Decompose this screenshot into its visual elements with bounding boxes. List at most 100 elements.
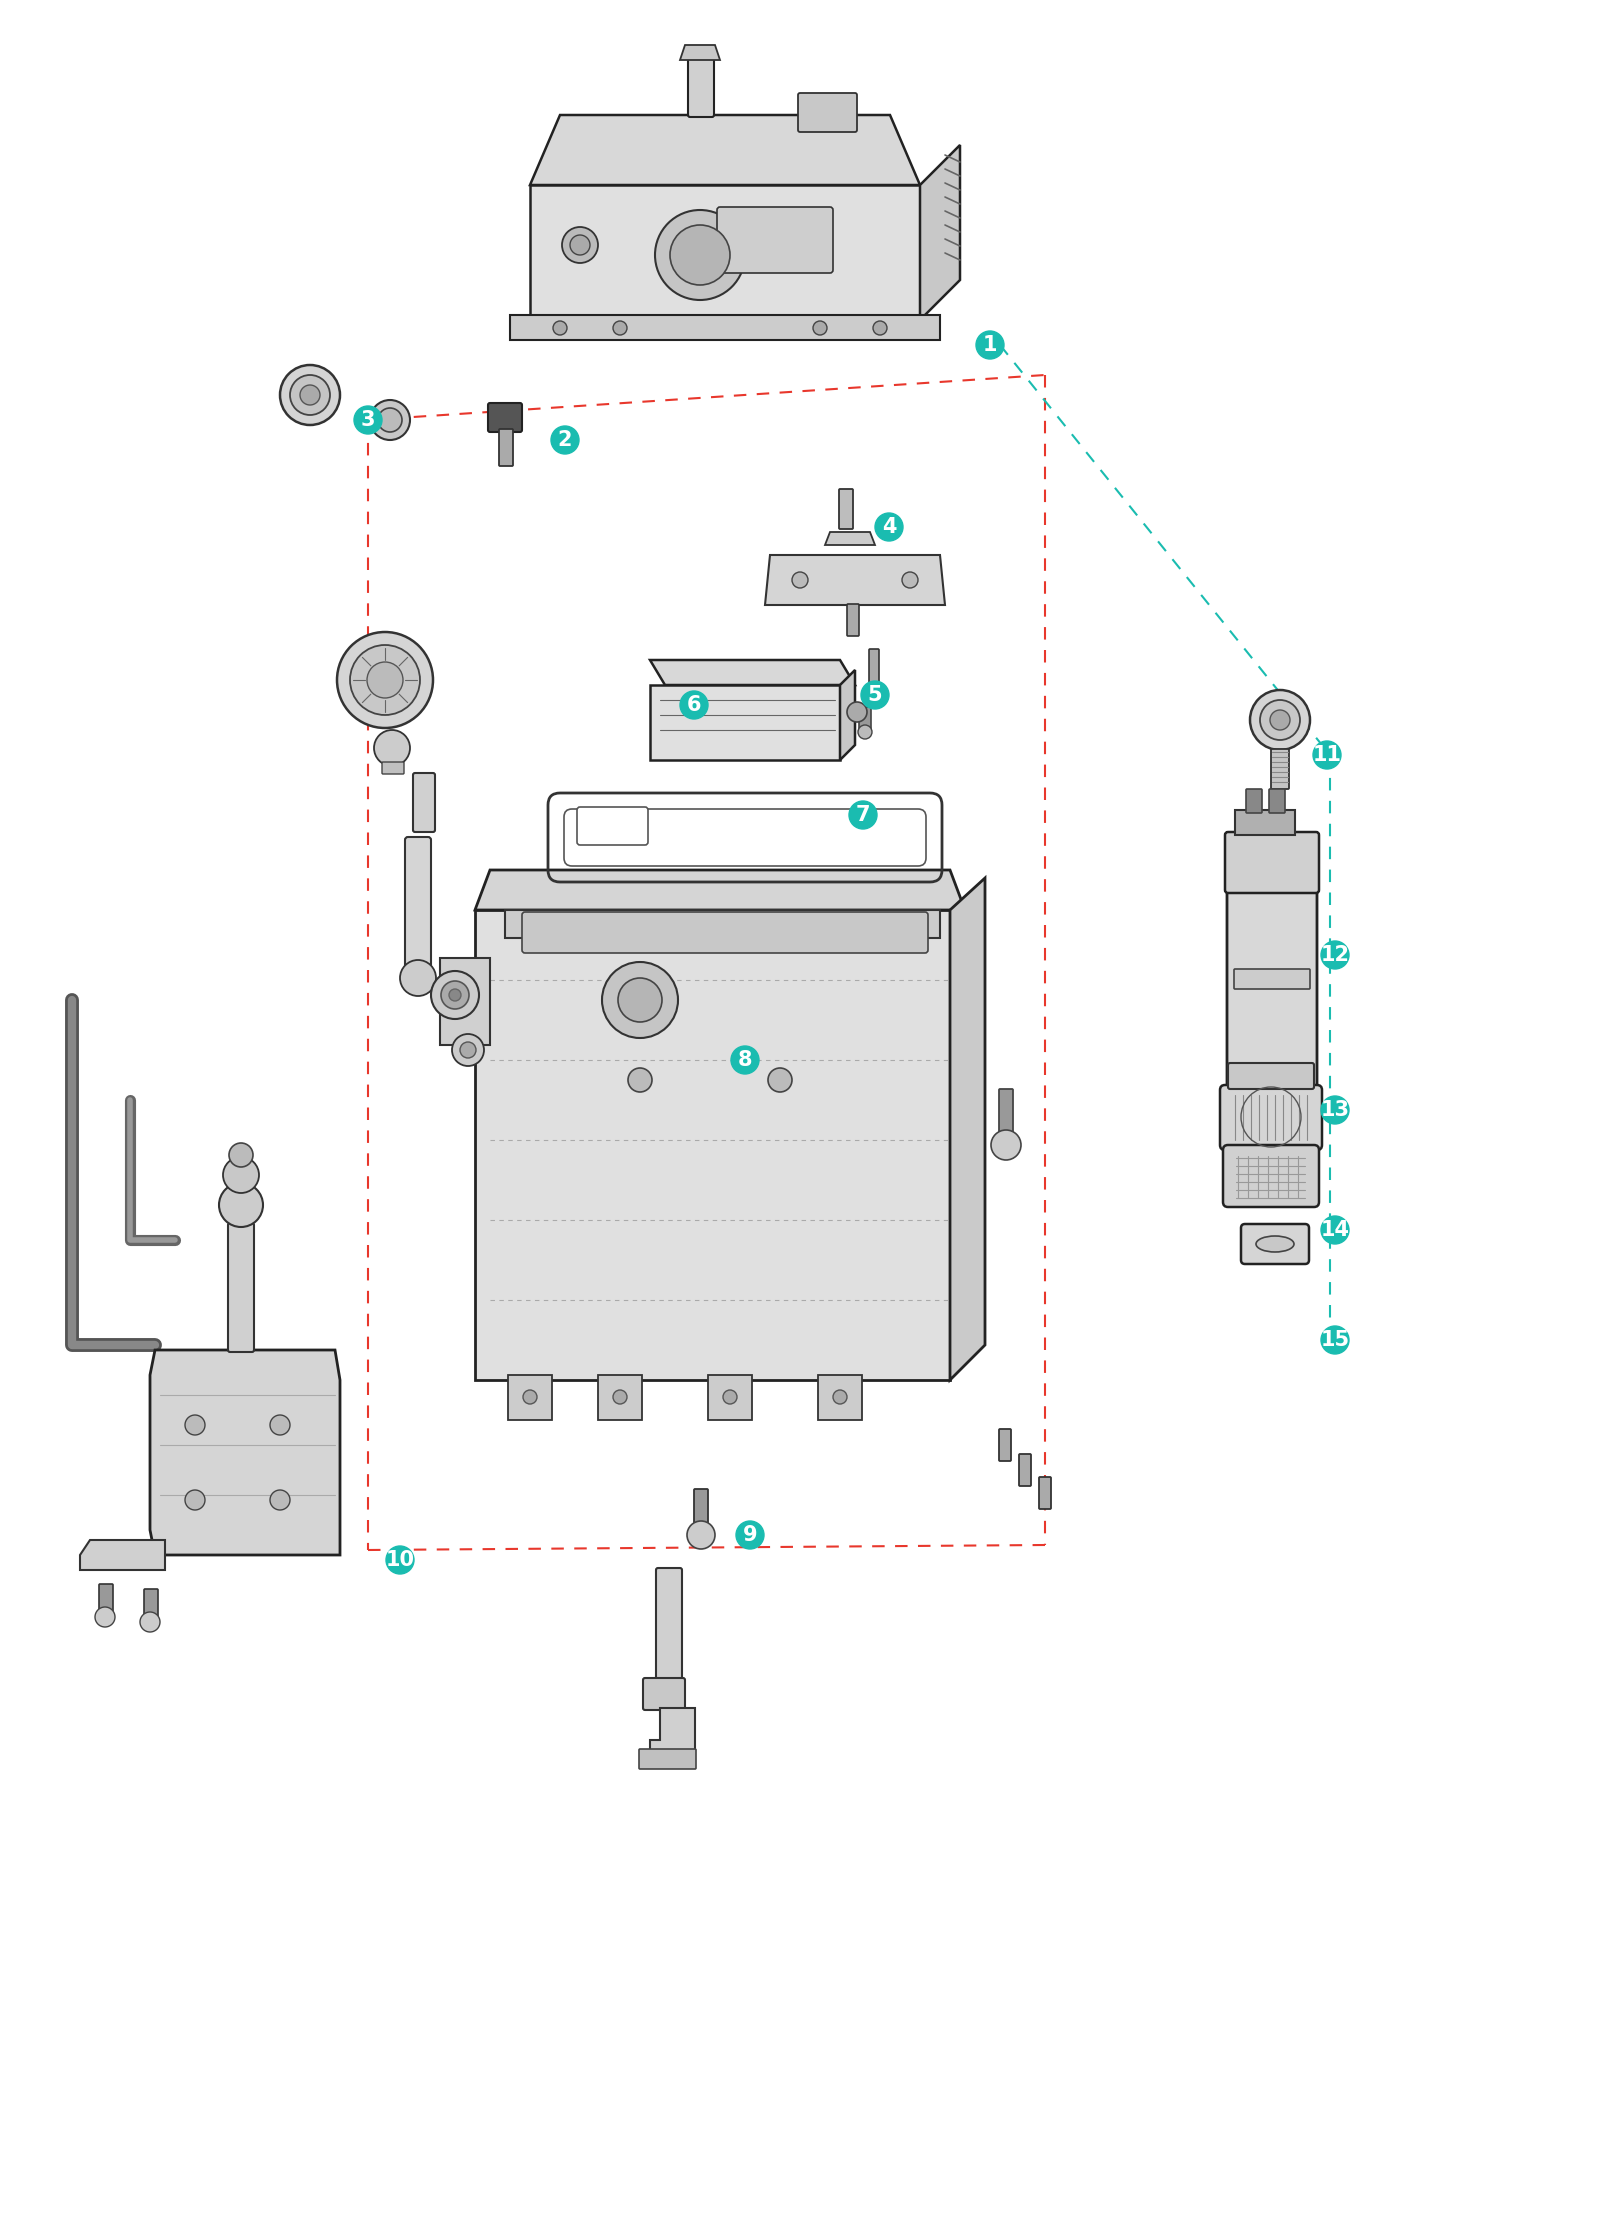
Polygon shape <box>650 659 854 686</box>
Circle shape <box>222 1157 259 1193</box>
Circle shape <box>354 407 382 433</box>
Circle shape <box>370 400 410 440</box>
Circle shape <box>670 226 730 286</box>
FancyBboxPatch shape <box>229 1222 254 1352</box>
Circle shape <box>94 1606 115 1626</box>
FancyBboxPatch shape <box>1269 789 1285 813</box>
Circle shape <box>976 331 1005 360</box>
Circle shape <box>731 1046 758 1075</box>
FancyBboxPatch shape <box>694 1490 707 1530</box>
Polygon shape <box>650 686 840 760</box>
Text: 13: 13 <box>1320 1099 1349 1119</box>
FancyBboxPatch shape <box>1019 1454 1030 1486</box>
Circle shape <box>270 1414 290 1434</box>
Circle shape <box>270 1490 290 1510</box>
Circle shape <box>736 1521 765 1548</box>
Polygon shape <box>840 670 854 760</box>
Circle shape <box>400 961 435 996</box>
Circle shape <box>301 384 320 404</box>
Circle shape <box>875 514 902 541</box>
Polygon shape <box>650 1709 694 1749</box>
Polygon shape <box>509 1374 552 1421</box>
Circle shape <box>861 681 890 708</box>
Circle shape <box>1250 690 1310 751</box>
FancyBboxPatch shape <box>998 1430 1011 1461</box>
Polygon shape <box>150 1349 339 1555</box>
Text: 2: 2 <box>558 429 573 449</box>
Text: 14: 14 <box>1320 1220 1349 1240</box>
FancyBboxPatch shape <box>1222 1146 1318 1206</box>
Circle shape <box>874 322 886 335</box>
FancyBboxPatch shape <box>846 603 859 637</box>
Circle shape <box>1322 1097 1349 1124</box>
Circle shape <box>654 210 746 299</box>
FancyBboxPatch shape <box>99 1584 114 1613</box>
FancyBboxPatch shape <box>499 429 514 467</box>
Circle shape <box>846 701 867 722</box>
Ellipse shape <box>1256 1235 1294 1251</box>
Text: 4: 4 <box>882 516 896 536</box>
Circle shape <box>602 963 678 1039</box>
Circle shape <box>1270 710 1290 731</box>
Circle shape <box>290 375 330 416</box>
Circle shape <box>523 1390 538 1403</box>
Circle shape <box>450 990 461 1001</box>
FancyBboxPatch shape <box>1038 1477 1051 1508</box>
Circle shape <box>378 409 402 431</box>
FancyBboxPatch shape <box>1246 789 1262 813</box>
Circle shape <box>442 981 469 1010</box>
Circle shape <box>350 646 419 715</box>
Polygon shape <box>475 909 950 1381</box>
Polygon shape <box>530 114 920 185</box>
Circle shape <box>990 1130 1021 1159</box>
Circle shape <box>461 1041 477 1059</box>
Polygon shape <box>1235 811 1294 836</box>
Polygon shape <box>475 869 965 909</box>
Circle shape <box>723 1390 738 1403</box>
FancyBboxPatch shape <box>1229 1063 1314 1088</box>
FancyBboxPatch shape <box>1226 831 1318 894</box>
FancyBboxPatch shape <box>798 94 858 132</box>
FancyBboxPatch shape <box>522 911 928 954</box>
Text: 7: 7 <box>856 804 870 824</box>
FancyBboxPatch shape <box>638 1749 696 1769</box>
Circle shape <box>680 690 707 719</box>
Text: 5: 5 <box>867 686 882 706</box>
Text: 6: 6 <box>686 695 701 715</box>
Polygon shape <box>950 878 986 1381</box>
Text: 10: 10 <box>386 1550 414 1571</box>
Polygon shape <box>818 1374 862 1421</box>
Circle shape <box>550 427 579 454</box>
Polygon shape <box>765 554 946 605</box>
Circle shape <box>338 632 434 728</box>
FancyBboxPatch shape <box>1227 882 1317 1092</box>
FancyBboxPatch shape <box>1234 970 1310 990</box>
FancyBboxPatch shape <box>405 838 430 967</box>
Polygon shape <box>80 1539 165 1571</box>
Circle shape <box>141 1613 160 1633</box>
Circle shape <box>813 322 827 335</box>
FancyBboxPatch shape <box>869 650 878 706</box>
Text: 8: 8 <box>738 1050 752 1070</box>
Circle shape <box>1314 742 1341 768</box>
Circle shape <box>792 572 808 588</box>
FancyBboxPatch shape <box>382 762 403 773</box>
FancyBboxPatch shape <box>1221 1086 1322 1151</box>
Circle shape <box>627 1068 653 1092</box>
Polygon shape <box>510 315 941 340</box>
Polygon shape <box>598 1374 642 1421</box>
FancyBboxPatch shape <box>413 773 435 831</box>
Circle shape <box>613 1390 627 1403</box>
Circle shape <box>902 572 918 588</box>
Text: 15: 15 <box>1320 1329 1349 1349</box>
Circle shape <box>850 802 877 829</box>
FancyBboxPatch shape <box>656 1568 682 1682</box>
Circle shape <box>430 972 478 1019</box>
Polygon shape <box>440 958 490 1046</box>
Circle shape <box>618 978 662 1021</box>
FancyBboxPatch shape <box>717 208 834 273</box>
Circle shape <box>834 1390 846 1403</box>
Circle shape <box>186 1414 205 1434</box>
Circle shape <box>1261 699 1299 739</box>
Polygon shape <box>707 1374 752 1421</box>
